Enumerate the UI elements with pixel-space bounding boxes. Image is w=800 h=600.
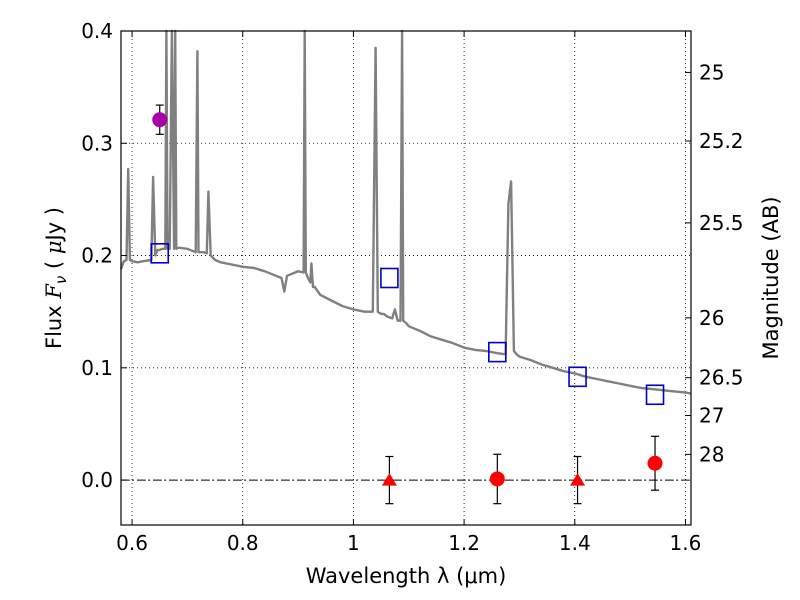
x-tick-label: 0.8 [227,531,259,555]
x-tick-label: 1.2 [448,531,480,555]
x-tick-label: 1.6 [670,531,702,555]
y-axis-title-right: Magnitude (AB) [759,196,783,359]
magnitude-tick-label: 25.5 [699,211,744,235]
photometry-point [647,455,663,471]
model-photometry-point [488,341,507,363]
plot-frame [120,30,692,526]
magnitude-tick-label: 26.5 [699,366,744,390]
model-photometry-point [380,267,399,289]
model-photometry-point [645,384,665,406]
magnitude-tick-label: 25 [699,60,724,84]
y-tick-label: 0.3 [81,131,113,155]
magnitude-tick-label: 28 [699,442,724,466]
model-photometry-point [150,243,170,264]
x-tick-label: 1.4 [559,531,591,555]
grid-lines [121,30,691,525]
plot-area [119,29,692,505]
y-tick-label: 0.0 [81,468,113,492]
model-photometry-point [568,366,587,388]
upper-limit-marker [570,473,586,486]
photometry-point [152,112,168,128]
axis-ticks: 0.6 0.8 1 1.2 1.4 1.6 0.0 0.1 0.2 0.3 0.4 25 25.2 25.… [81,19,743,555]
x-tick-label: 0.6 [116,531,148,555]
magnitude-tick-label: 25.2 [699,129,744,153]
y-axis-title-left: Flux Fν ( μJy ) [42,207,70,349]
magnitude-tick-label: 26 [699,306,724,330]
magnitude-tick-label: 27 [699,404,724,428]
y-tick-label: 0.1 [81,356,113,380]
model-spectrum-line [119,29,692,395]
x-axis-title: Wavelength λ (μm) [306,564,507,588]
y-tick-label: 0.2 [81,244,113,268]
y-tick-label: 0.4 [81,19,113,43]
upper-limit-marker [381,473,397,486]
photometry-point [489,471,505,487]
x-tick-label: 1 [347,531,360,555]
